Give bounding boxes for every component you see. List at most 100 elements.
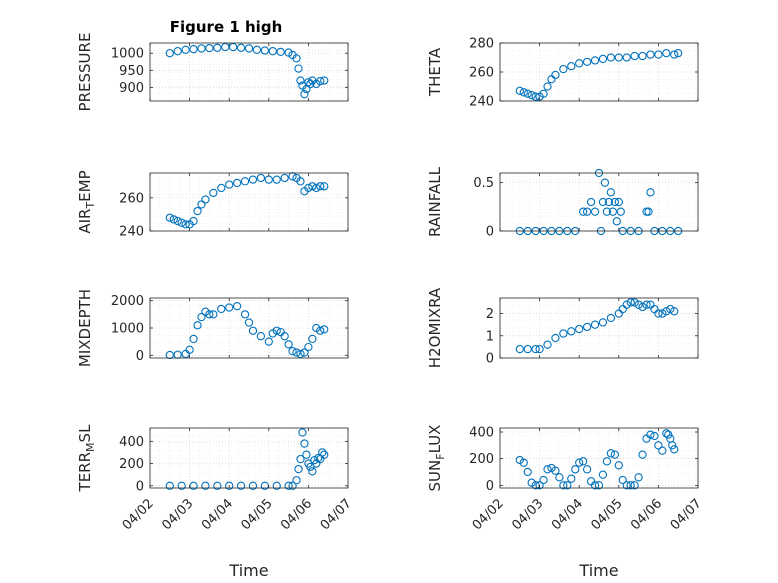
data-point <box>634 300 643 309</box>
data-point <box>610 197 619 207</box>
data-point <box>523 467 532 477</box>
data-point <box>296 349 305 359</box>
data-point <box>197 200 206 209</box>
data-point <box>232 302 242 311</box>
data-point <box>523 344 532 354</box>
subplot-5: 0 1 2 H2OMIXRA <box>426 287 699 368</box>
y-tick-label: 1 <box>486 329 494 344</box>
data-point <box>614 53 623 62</box>
y-tick-label: 1000 <box>111 47 144 62</box>
data-point <box>236 481 246 490</box>
data-point <box>551 70 560 80</box>
data-point <box>272 175 281 184</box>
data-point <box>582 322 592 332</box>
y-tick-label: 200 <box>469 452 494 467</box>
data-point <box>582 465 592 474</box>
subplot-0: 900 950 1000 Figure 1 high PRESSURE <box>76 18 349 111</box>
data-point <box>209 188 218 198</box>
data-point <box>654 50 663 59</box>
data-point <box>177 481 186 490</box>
data-point <box>606 313 616 323</box>
data-point <box>630 298 639 307</box>
data-point <box>165 350 174 360</box>
data-point <box>630 481 639 490</box>
y-tick-label: 260 <box>469 66 494 81</box>
data-point <box>248 481 258 490</box>
data-point <box>304 78 313 87</box>
data-point <box>650 431 659 441</box>
data-point <box>177 218 186 227</box>
data-point <box>630 51 639 61</box>
data-point <box>248 326 258 335</box>
y-axis-label: H2OMIXRA <box>426 287 444 368</box>
data-point <box>284 481 293 490</box>
data-point <box>312 183 321 193</box>
data-point <box>181 220 190 229</box>
x-tick-label: 04/02 <box>120 496 157 533</box>
data-point <box>272 326 281 335</box>
data-point <box>298 428 307 437</box>
data-point <box>527 91 536 100</box>
data-point <box>296 177 305 186</box>
data-point <box>535 344 544 354</box>
data-point <box>559 481 568 490</box>
data-point <box>201 481 210 490</box>
data-point <box>646 430 655 439</box>
data-point <box>181 45 190 54</box>
axes-frame <box>149 427 349 489</box>
data-point <box>614 197 623 207</box>
y-tick-label: 200 <box>119 457 144 472</box>
data-point <box>296 454 305 464</box>
data-point <box>165 213 174 222</box>
data-point <box>320 182 329 191</box>
data-point <box>272 481 281 490</box>
x-axis-label: Time <box>578 561 618 580</box>
data-point <box>308 467 317 476</box>
data-point <box>551 333 560 343</box>
data-point <box>165 481 174 490</box>
y-axis-label: TERRMSL <box>76 424 97 493</box>
data-point <box>244 44 254 53</box>
data-point <box>296 76 305 85</box>
y-tick-label: 0 <box>136 479 144 494</box>
subplot-7: 0 200 400 04/02 04/03 04/04 04/05 04/06 04/07 Tim… <box>426 425 705 580</box>
data-point <box>189 334 198 344</box>
data-point <box>654 309 663 318</box>
data-point <box>213 43 222 52</box>
data-point <box>658 446 667 455</box>
y-tick-label: 400 <box>469 426 494 441</box>
data-point <box>563 481 572 490</box>
data-point <box>598 318 608 327</box>
data-point <box>590 207 600 216</box>
data-point <box>626 298 635 307</box>
data-point <box>205 310 214 319</box>
data-point <box>600 178 610 187</box>
data-point <box>614 461 623 470</box>
y-axis-label: MIXDEPTH <box>76 289 94 367</box>
y-tick-label: 400 <box>119 435 144 450</box>
data-point <box>608 207 618 216</box>
y-axis-label: SUNFLUX <box>426 425 447 492</box>
data-point <box>280 173 289 183</box>
data-point <box>165 49 174 58</box>
data-point <box>209 310 218 319</box>
data-point <box>535 481 544 490</box>
x-tick-label: 04/03 <box>509 496 546 533</box>
axes-frame <box>149 172 349 232</box>
data-point <box>531 344 540 354</box>
y-tick-label: 1000 <box>111 322 144 337</box>
data-point <box>268 47 277 56</box>
data-point <box>582 207 592 216</box>
data-point <box>559 64 568 74</box>
data-point <box>248 175 258 184</box>
axes-frame <box>499 427 699 489</box>
data-point <box>221 42 230 52</box>
data-point <box>197 312 206 322</box>
chart-title: Figure 1 high <box>170 18 283 36</box>
data-point <box>232 178 242 188</box>
data-point <box>318 448 327 457</box>
x-tick-label: 04/05 <box>589 496 626 533</box>
y-tick-label: 260 <box>119 191 144 206</box>
